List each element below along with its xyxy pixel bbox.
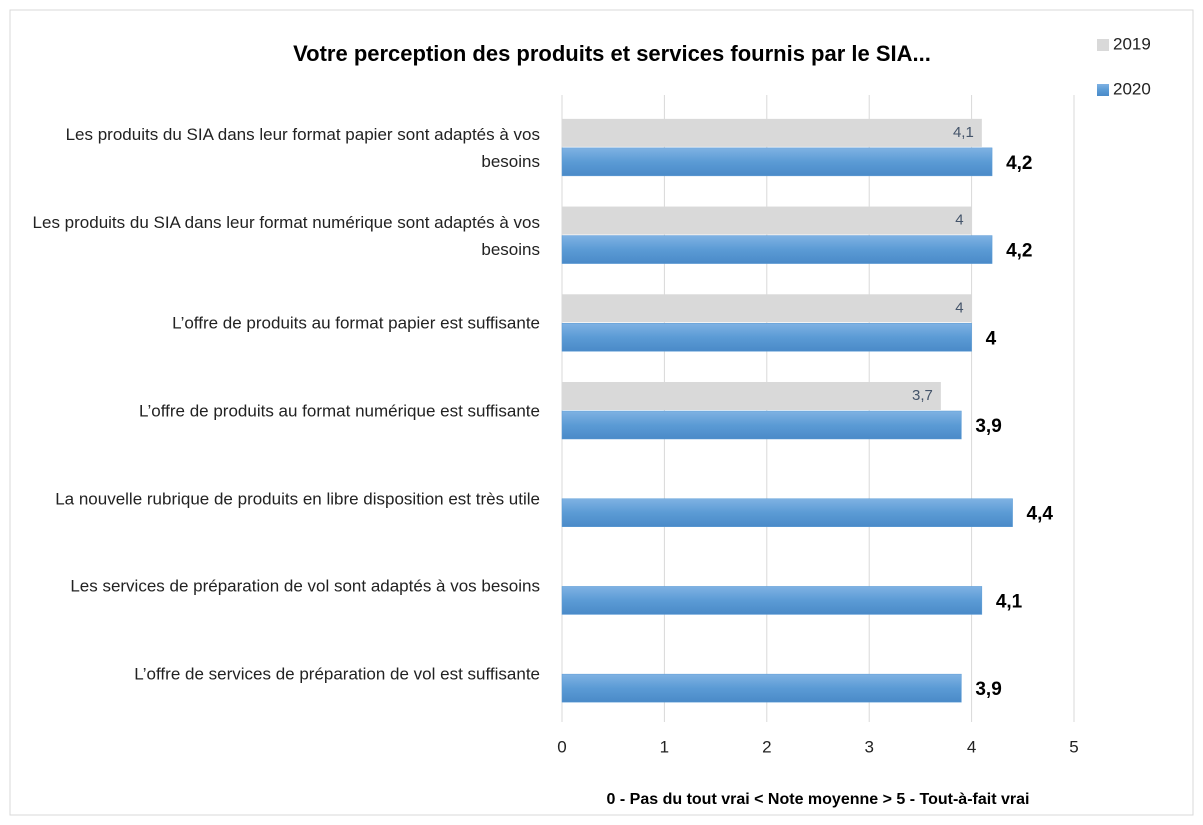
bar [562,118,982,147]
legend-swatch [1097,84,1109,96]
category-label: L’offre de services de préparation de vo… [134,664,540,684]
category-label: L’offre de produits au format papier est… [172,313,540,333]
value-label: 4,4 [1027,504,1054,525]
bar [561,323,972,352]
bar [562,382,941,410]
legend-label: 2019 [1113,34,1151,53]
x-tick-label: 0 [557,737,566,756]
legend-label: 2020 [1113,79,1151,98]
legend-swatch [1097,39,1109,51]
value-label: 4 [955,299,963,316]
value-label: 3,9 [975,679,1001,700]
value-label: 3,9 [975,416,1001,437]
category-label: Les produits du SIA dans leur format pap… [65,124,540,171]
value-label: 4,2 [1006,153,1032,174]
category-label: L’offre de produits au format numérique … [138,401,540,421]
category-label: La nouvelle rubrique de produits en libr… [55,489,540,509]
bar [561,586,983,615]
chart-border [9,9,1194,816]
value-label: 4,1 [996,591,1023,612]
bar [561,235,993,264]
value-label: 4 [955,212,963,229]
bar [562,206,972,235]
x-tick-label: 4 [967,737,976,756]
bar [561,410,962,440]
bar [561,673,962,703]
bar [562,294,972,323]
x-tick-label: 5 [1069,737,1078,756]
x-tick-label: 3 [864,737,873,756]
x-axis-title: 0 - Pas du tout vrai < Note moyenne > 5 … [607,791,1030,808]
x-tick-label: 1 [660,737,669,756]
value-label: 4 [986,328,997,349]
bar [561,147,993,177]
chart-title: Votre perception des produits et service… [293,41,931,66]
value-label: 3,7 [912,387,933,404]
bar [561,498,1013,527]
value-label: 4,1 [953,124,974,141]
x-tick-label: 2 [762,737,771,756]
category-label: Les services de préparation de vol sont … [70,576,540,596]
category-label: Les produits du SIA dans leur format num… [32,212,540,259]
value-label: 4,2 [1006,241,1032,262]
